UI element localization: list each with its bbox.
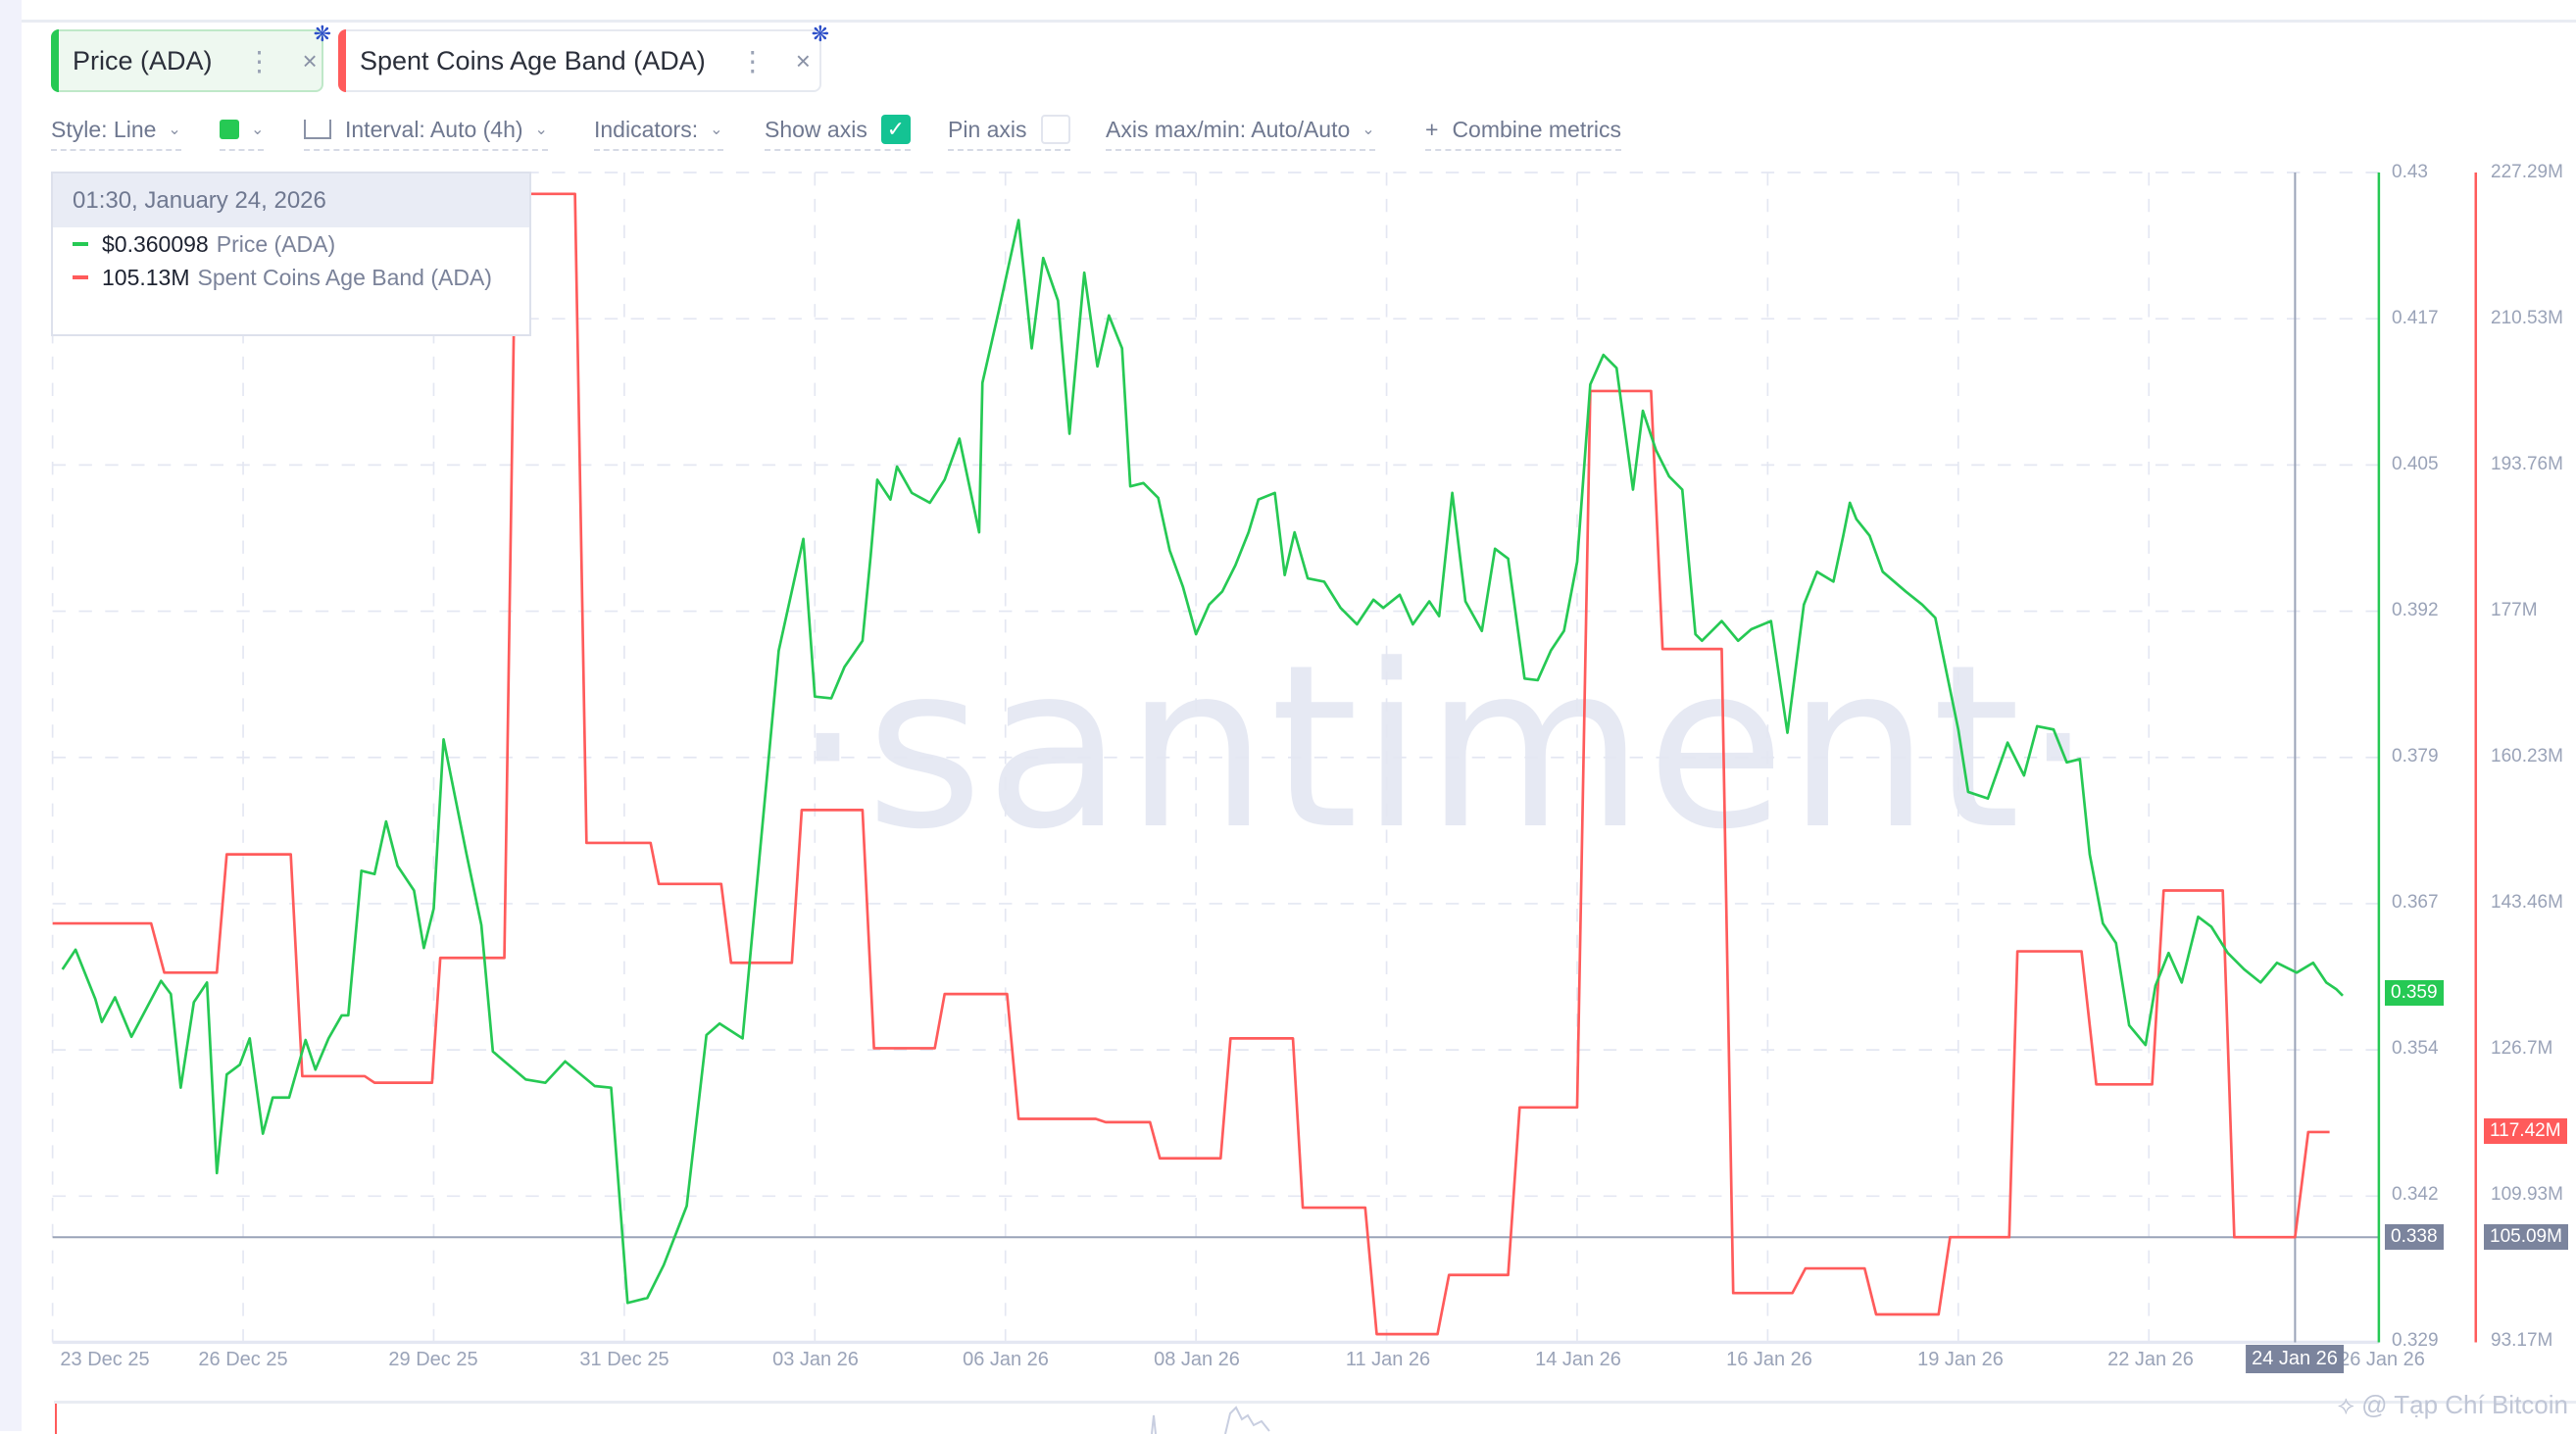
x-axis-tick: 06 Jan 26 xyxy=(963,1349,1049,1370)
interval-dropdown[interactable]: Interval: Auto (4h) ⌄ xyxy=(304,110,548,151)
chevron-down-icon: ⌄ xyxy=(710,122,723,138)
band-axis-tick: 160.23M xyxy=(2491,746,2563,766)
tooltip-row-spent-coins: 105.13M Spent Coins Age Band (ADA) xyxy=(53,261,529,294)
x-axis-tick: 23 Dec 25 xyxy=(60,1349,150,1370)
band-crosshair-badge: 105.09M xyxy=(2484,1224,2568,1250)
indicators-dropdown[interactable]: Indicators: ⌄ xyxy=(594,110,723,151)
color-swatch xyxy=(220,120,239,139)
price-axis-tick: 0.354 xyxy=(2392,1038,2439,1059)
band-axis-tick: 93.17M xyxy=(2491,1330,2553,1351)
top-bar xyxy=(22,0,2576,23)
axis-maxmin-label: Axis max/min: Auto/Auto xyxy=(1106,116,1351,142)
price-axis-tick: 0.392 xyxy=(2392,600,2439,620)
combine-metrics-button[interactable]: + Combine metrics xyxy=(1425,110,1621,151)
chevron-down-icon: ⌄ xyxy=(1362,122,1375,138)
x-axis-tick: 14 Jan 26 xyxy=(1535,1349,1621,1370)
crosshair-date-badge: 24 Jan 26 xyxy=(2246,1345,2344,1373)
cardano-icon: ❋ xyxy=(313,22,331,46)
metric-tab-spent-coins[interactable]: Spent Coins Age Band (ADA) ⋮ × ❋ xyxy=(338,22,829,92)
spent-coins-series-line xyxy=(52,192,2330,1336)
combine-metrics-label: Combine metrics xyxy=(1452,116,1621,142)
pin-axis-label: Pin axis xyxy=(948,116,1027,142)
tooltip-value: 105.13M xyxy=(102,264,190,290)
chart-tooltip: 01:30, January 24, 2026 $0.360098 Price … xyxy=(51,172,531,336)
grid xyxy=(51,172,2379,1343)
close-icon[interactable]: × xyxy=(302,45,318,75)
pin-axis-toggle[interactable]: Pin axis xyxy=(948,110,1070,151)
time-range-navigator[interactable] xyxy=(54,1401,2576,1434)
chevron-down-icon: ⌄ xyxy=(251,122,265,138)
price-axis-tick: 0.367 xyxy=(2392,892,2439,913)
x-axis-tick: 11 Jan 26 xyxy=(1345,1349,1431,1370)
indicators-label: Indicators: xyxy=(594,116,699,142)
legend-swatch-spent-coins xyxy=(73,275,88,279)
band-axis-tick: 210.53M xyxy=(2491,308,2563,328)
tooltip-datetime: 01:30, January 24, 2026 xyxy=(53,173,529,227)
tooltip-row-price: $0.360098 Price (ADA) xyxy=(53,227,529,261)
band-axis-tick: 143.46M xyxy=(2491,892,2563,913)
style-label: Style: Line xyxy=(51,116,157,142)
cardano-icon: ❋ xyxy=(811,22,829,46)
x-axis-tick: 08 Jan 26 xyxy=(1154,1349,1240,1370)
axis-maxmin-dropdown[interactable]: Axis max/min: Auto/Auto ⌄ xyxy=(1106,110,1375,151)
metric-tab-price[interactable]: Price (ADA) ⋮ × ❋ xyxy=(51,22,331,92)
tooltip-series-name: Spent Coins Age Band (ADA) xyxy=(197,264,492,290)
santiment-watermark: ·santiment· xyxy=(792,618,2097,879)
metric-tab-label: Price (ADA) xyxy=(73,45,213,75)
x-axis-tick: 31 Dec 25 xyxy=(579,1349,669,1370)
band-axis-tick: 227.29M xyxy=(2491,162,2563,182)
price-axis-tick: 0.405 xyxy=(2392,454,2439,474)
kebab-icon[interactable]: ⋮ xyxy=(245,45,273,76)
x-axis-tick: 26 Dec 25 xyxy=(198,1349,288,1370)
price-axis-tick: 0.342 xyxy=(2392,1184,2439,1205)
kebab-icon[interactable]: ⋮ xyxy=(738,45,767,76)
price-axis-tick: 0.417 xyxy=(2392,308,2439,328)
chevron-down-icon: ⌄ xyxy=(168,122,181,138)
band-last-value-badge: 117.42M xyxy=(2484,1118,2567,1144)
x-axis-tick: 03 Jan 26 xyxy=(772,1349,859,1370)
metric-color-bar xyxy=(51,29,59,92)
credit-watermark: ⟡ @ Tạp Chí Bitcoin xyxy=(2337,1390,2568,1419)
show-axis-label: Show axis xyxy=(765,116,867,142)
navigator-preview xyxy=(55,1404,1270,1434)
color-picker[interactable]: ⌄ xyxy=(220,110,265,151)
tooltip-value: $0.360098 xyxy=(102,230,209,257)
tooltip-series-name: Price (ADA) xyxy=(216,230,336,257)
style-dropdown[interactable]: Style: Line ⌄ xyxy=(51,110,181,151)
band-axis-tick: 109.93M xyxy=(2491,1184,2563,1205)
metric-tab-label: Spent Coins Age Band (ADA) xyxy=(360,45,706,75)
x-axis-tick: 29 Dec 25 xyxy=(388,1349,478,1370)
left-sidebar-edge xyxy=(0,0,22,1431)
metric-color-bar xyxy=(338,29,346,92)
interval-label: Interval: Auto (4h) xyxy=(345,116,523,142)
band-axis-tick: 193.76M xyxy=(2491,454,2563,474)
legend-swatch-price xyxy=(73,242,88,246)
show-axis-checkbox[interactable]: ✓ xyxy=(880,115,911,144)
chevron-down-icon: ⌄ xyxy=(534,122,548,138)
price-axis-tick: 0.329 xyxy=(2392,1330,2439,1351)
x-axis-tick: 16 Jan 26 xyxy=(1726,1349,1812,1370)
x-axis-tick: 19 Jan 26 xyxy=(1917,1349,2004,1370)
price-axis-tick: 0.43 xyxy=(2392,162,2428,182)
show-axis-toggle[interactable]: Show axis ✓ xyxy=(765,110,911,151)
price-last-value-badge: 0.359 xyxy=(2385,980,2444,1006)
band-axis-tick: 177M xyxy=(2491,600,2538,620)
price-series-line xyxy=(61,219,2344,1305)
band-axis-tick: 126.7M xyxy=(2491,1038,2553,1059)
ruler-icon xyxy=(304,120,331,139)
x-axis-tick: 26 Jan 26 xyxy=(2339,1349,2425,1370)
pin-axis-checkbox[interactable] xyxy=(1040,115,1070,144)
x-axis-tick: 22 Jan 26 xyxy=(2107,1349,2194,1370)
price-crosshair-badge: 0.338 xyxy=(2385,1224,2444,1250)
plus-icon: + xyxy=(1425,116,1439,142)
close-icon[interactable]: × xyxy=(795,45,811,75)
price-axis-tick: 0.379 xyxy=(2392,746,2439,766)
